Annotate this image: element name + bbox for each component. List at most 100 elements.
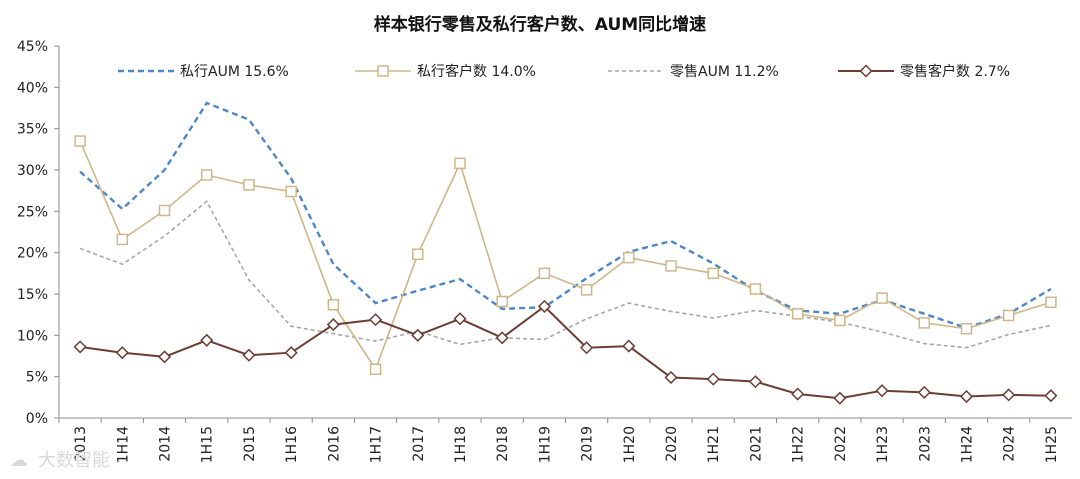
data-point-square [623,251,635,264]
data-point-diamond [115,346,129,360]
legend-marker [859,64,873,78]
data-point-diamond [833,391,847,405]
series-1 [74,135,1057,375]
x-tick-label: 1H17 [369,426,385,463]
legend-item-1: 私行客户数 14.0% [355,63,536,80]
data-point-square [243,179,255,191]
data-point-diamond [580,341,594,355]
series-line [79,101,1052,330]
data-point-diamond [1002,388,1016,402]
series-line [79,200,1052,349]
data-point-square [496,295,508,308]
data-point-square [791,308,804,320]
y-tick-label: 35% [17,122,48,138]
x-tick-label: 1H21 [706,426,722,463]
data-point-diamond [326,318,340,332]
data-point-square [200,169,213,181]
data-point-square [116,233,129,246]
x-tick-label: 2017 [411,426,427,462]
y-tick-label: 30% [17,163,48,179]
series-2 [79,200,1052,349]
x-axis: 2013 1H14 2014 1H15 2015 1H16 2016 1H17 2017 1H18… [58,417,1072,463]
data-point-diamond [664,370,678,385]
data-point-diamond [495,331,509,345]
series-line [79,140,1052,371]
x-tick-label: 1H14 [115,426,131,463]
watermark: ☁ 大数智能 [10,450,110,471]
data-point-square [960,322,973,335]
data-point-diamond [875,384,889,398]
x-tick-label: 1H22 [791,426,807,463]
y-axis: 0% 5% 10% 15% 20% 25% 30% 35% 40% 45% [17,39,60,427]
data-point-diamond [917,385,931,399]
data-point-diamond [622,339,636,353]
data-point-diamond [791,387,805,401]
chart-title: 样本银行零售及私行客户数、AUM同比增速 [374,14,706,35]
x-tick-label: 1H16 [284,426,300,463]
data-point-diamond [453,312,467,326]
x-tick-label: 2016 [326,426,342,462]
series-0 [79,101,1052,330]
data-point-square [1045,296,1057,309]
legend-label: 零售AUM 11.2% [670,64,779,80]
x-tick-label: 2014 [158,426,174,462]
y-tick-label: 5% [26,370,48,386]
data-point-square [412,248,424,261]
data-point-diamond [1044,389,1058,403]
x-tick-label: 2023 [917,426,933,462]
data-point-diamond [959,389,974,404]
data-point-square [285,185,297,198]
data-point-diamond [411,328,425,342]
data-point-square [665,260,677,272]
data-point-diamond [369,313,383,327]
watermark-text: 大数智能 [38,450,110,471]
x-tick-label: 1H19 [537,426,553,463]
legend-label: 私行AUM 15.6% [180,64,289,80]
y-tick-label: 20% [17,246,48,262]
data-point-diamond [537,299,551,313]
x-tick-label: 1H23 [875,426,891,463]
data-point-square [834,314,846,327]
data-point-square [876,292,888,304]
x-tick-label: 1H24 [959,426,975,463]
watermark-icon: ☁ [10,450,28,471]
data-point-square [454,157,466,170]
series-layer [73,101,1058,405]
data-point-square [327,298,340,311]
legend-item-0: 私行AUM 15.6% [118,64,289,80]
series-3 [73,299,1058,405]
y-tick-label: 25% [17,204,48,220]
data-point-diamond [242,348,256,362]
y-tick-label: 15% [17,287,48,303]
x-tick-label: 2018 [495,426,511,462]
data-point-square [580,284,593,296]
legend-marker [377,65,389,77]
series-line [79,305,1051,400]
x-tick-label: 2024 [1002,426,1018,462]
data-point-diamond [706,372,720,386]
data-point-square [707,267,719,280]
data-point-square [74,135,86,147]
x-tick-label: 1H15 [200,426,216,463]
data-point-diamond [157,350,172,364]
legend-item-2: 零售AUM 11.2% [608,64,779,80]
data-point-square [749,283,762,295]
legend-item-3: 零售客户数 2.7% [838,63,1010,80]
x-tick-label: 1H20 [622,426,638,463]
y-tick-label: 0% [26,411,48,427]
y-tick-label: 40% [17,80,48,96]
data-point-diamond [200,333,214,347]
x-tick-label: 1H25 [1044,426,1060,463]
x-tick-label: 1H18 [453,426,469,463]
data-point-square [918,317,931,329]
data-point-diamond [748,375,762,389]
x-tick-label: 2013 [73,426,89,462]
data-point-square [158,204,171,217]
x-tick-label: 2015 [242,426,258,462]
data-point-square [538,267,551,280]
data-point-square [369,363,382,375]
x-tick-label: 2019 [580,426,596,462]
legend-label: 私行客户数 14.0% [417,63,536,80]
